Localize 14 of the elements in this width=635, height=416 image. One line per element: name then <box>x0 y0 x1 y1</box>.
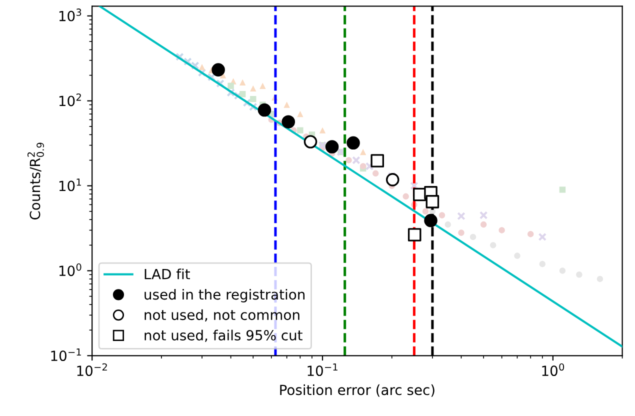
legend-label: not used, fails 95% cut <box>144 330 302 342</box>
y-tick-label: 10$^{3}$ <box>59 8 82 22</box>
x-tick-label: 10$^{−2}$ <box>77 363 107 376</box>
legend-label: not used, not common <box>144 309 300 322</box>
y-tick-label: 10$^{−1}$ <box>51 348 81 362</box>
y-axis-title: Counts/R$^{2}$$_{0.9}$ <box>27 142 44 220</box>
y-tick-label: 10$^{0}$ <box>59 263 82 276</box>
legend-label: used in the registration <box>144 288 305 302</box>
legend-label: LAD fit <box>144 268 190 280</box>
y-tick-label: 10$^{1}$ <box>59 178 81 192</box>
x-axis-title: Position error (arc sec) <box>280 384 434 397</box>
y-tick-label: 10$^{2}$ <box>59 93 81 106</box>
x-tick-label: 10$^{−1}$ <box>308 363 338 376</box>
x-tick-label: 10$^{0}$ <box>542 363 564 376</box>
